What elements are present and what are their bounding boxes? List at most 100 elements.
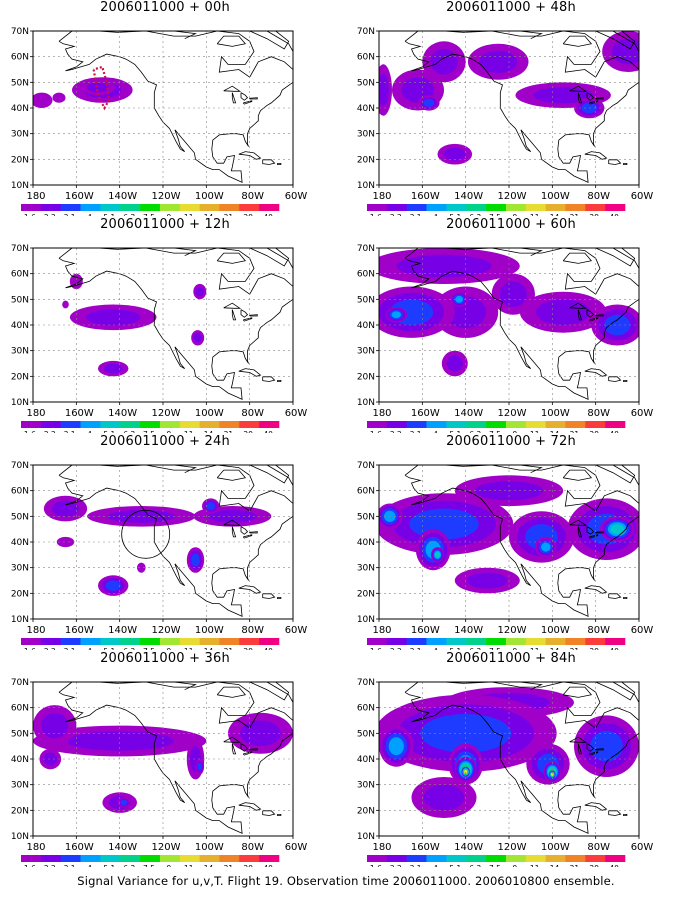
panel-title: 2006011000 + 84h <box>446 651 576 666</box>
coastline <box>608 159 622 165</box>
lon-tick-label: 80W <box>587 625 610 636</box>
coastline <box>266 248 293 269</box>
lon-tick-label: 180 <box>372 842 391 853</box>
coastline <box>216 686 247 698</box>
colorbar-swatch <box>100 204 121 211</box>
colorbar-label: 40 <box>609 213 619 216</box>
coastline <box>608 810 622 816</box>
coastline <box>262 376 276 382</box>
colorbar-swatch <box>525 638 546 645</box>
lat-tick-label: 50N <box>11 512 29 522</box>
lon-tick-label: 60W <box>631 191 654 202</box>
map-plot: 10N 20N 30N 40N 50N 60N 70N 180 160W 140W 120W 100W… <box>357 678 654 867</box>
coastline <box>595 31 636 50</box>
colorbar-swatch <box>159 204 181 211</box>
colorbar-swatch <box>80 204 101 211</box>
variance-contour <box>52 92 66 103</box>
panel-title: 2006011000 + 72h <box>446 434 576 449</box>
colorbar-label: 14 <box>550 430 560 433</box>
lon-tick-label: 100W <box>195 408 224 419</box>
colorbar-label: 11 <box>184 430 194 433</box>
lon-tick-label: 140W <box>454 625 483 636</box>
colorbar-swatch <box>219 204 240 211</box>
lon-tick-label: 120W <box>152 408 181 419</box>
colorbar-swatch <box>21 638 42 645</box>
map-panel: 2006011000 + 84h 10N 20N 30N 40N 50N 60N 70N 180… <box>346 651 676 867</box>
colorbar-swatch <box>60 421 81 428</box>
colorbar-label: 5.1 <box>449 864 461 867</box>
colorbar-label: 14 <box>550 864 560 867</box>
coastline <box>519 31 543 40</box>
colorbar-swatch <box>159 638 181 645</box>
colorbar-swatch <box>505 204 527 211</box>
coastline <box>562 252 593 264</box>
variance-contour <box>464 770 468 774</box>
colorbar-label: 4 <box>433 430 438 433</box>
colorbar-swatch <box>21 855 42 862</box>
coastline <box>242 100 253 105</box>
colorbar-swatch <box>239 421 260 428</box>
colorbar-swatch <box>40 855 61 862</box>
lon-tick-label: 100W <box>195 842 224 853</box>
lat-tick-label: 50N <box>357 78 375 88</box>
coastline <box>231 743 237 755</box>
lon-tick-label: 160W <box>65 625 94 636</box>
colorbar-label: 1.6 <box>24 647 36 650</box>
colorbar-label: 2.2 <box>390 213 402 216</box>
coastline <box>240 92 249 101</box>
colorbar-swatch <box>426 204 447 211</box>
coastline <box>577 526 583 538</box>
colorbar-swatch <box>219 421 240 428</box>
colorbar-label: 14 <box>550 647 560 650</box>
colorbar-swatch <box>386 204 407 211</box>
colorbar-swatch <box>179 421 200 428</box>
lon-tick-label: 60W <box>631 842 654 853</box>
colorbar-label: 11 <box>530 213 540 216</box>
lat-tick-label: 40N <box>11 104 29 114</box>
lon-tick-label: 180 <box>372 191 391 202</box>
coastline <box>588 534 599 539</box>
map-panel: 2006011000 + 12h 10N 20N 30N 40N 50N 60N 70N 180… <box>0 217 330 433</box>
lat-tick-label: 10N <box>357 181 375 191</box>
variance-contour <box>388 737 404 756</box>
variance-contour <box>193 333 202 343</box>
colorbar-label: 7.5 <box>489 647 501 650</box>
colorbar-label: 9 <box>513 213 518 216</box>
lat-tick-label: 40N <box>11 321 29 331</box>
variance-contour <box>536 299 591 325</box>
panel-title: 2006011000 + 24h <box>100 434 230 449</box>
lon-tick-label: 80W <box>587 842 610 853</box>
coastline <box>231 309 237 321</box>
colorbar-label: 2.2 <box>44 430 56 433</box>
colorbar-swatch <box>140 855 161 862</box>
colorbar-swatch <box>140 421 161 428</box>
colorbar-label: 3.1 <box>64 213 76 216</box>
variance-contour <box>52 500 79 517</box>
colorbar-swatch <box>367 421 388 428</box>
colorbar-label: 7.5 <box>143 430 155 433</box>
variance-contour <box>444 147 466 161</box>
lon-tick-label: 80W <box>587 191 610 202</box>
colorbar-swatch <box>199 855 220 862</box>
coastline <box>238 802 262 811</box>
lat-tick-label: 50N <box>11 78 29 88</box>
variance-contour <box>499 281 527 307</box>
lon-tick-label: 160W <box>411 625 440 636</box>
coastline <box>262 159 276 165</box>
lon-tick-label: 120W <box>498 842 527 853</box>
coastline <box>608 376 622 382</box>
coastline <box>249 465 290 484</box>
lon-tick-label: 100W <box>195 191 224 202</box>
lon-tick-label: 140W <box>108 625 137 636</box>
colorbar-label: 4 <box>433 213 438 216</box>
colorbar-label: 40 <box>263 213 273 216</box>
colorbar-swatch <box>367 855 388 862</box>
colorbar-swatch <box>100 855 121 862</box>
colorbar-label: 1.6 <box>24 213 36 216</box>
coastline <box>223 85 242 92</box>
colorbar-label: 14 <box>204 430 214 433</box>
colorbar-label: 14 <box>550 213 560 216</box>
lat-tick-label: 60N <box>357 270 375 280</box>
variance-contour <box>103 363 123 374</box>
coastline <box>569 736 588 743</box>
